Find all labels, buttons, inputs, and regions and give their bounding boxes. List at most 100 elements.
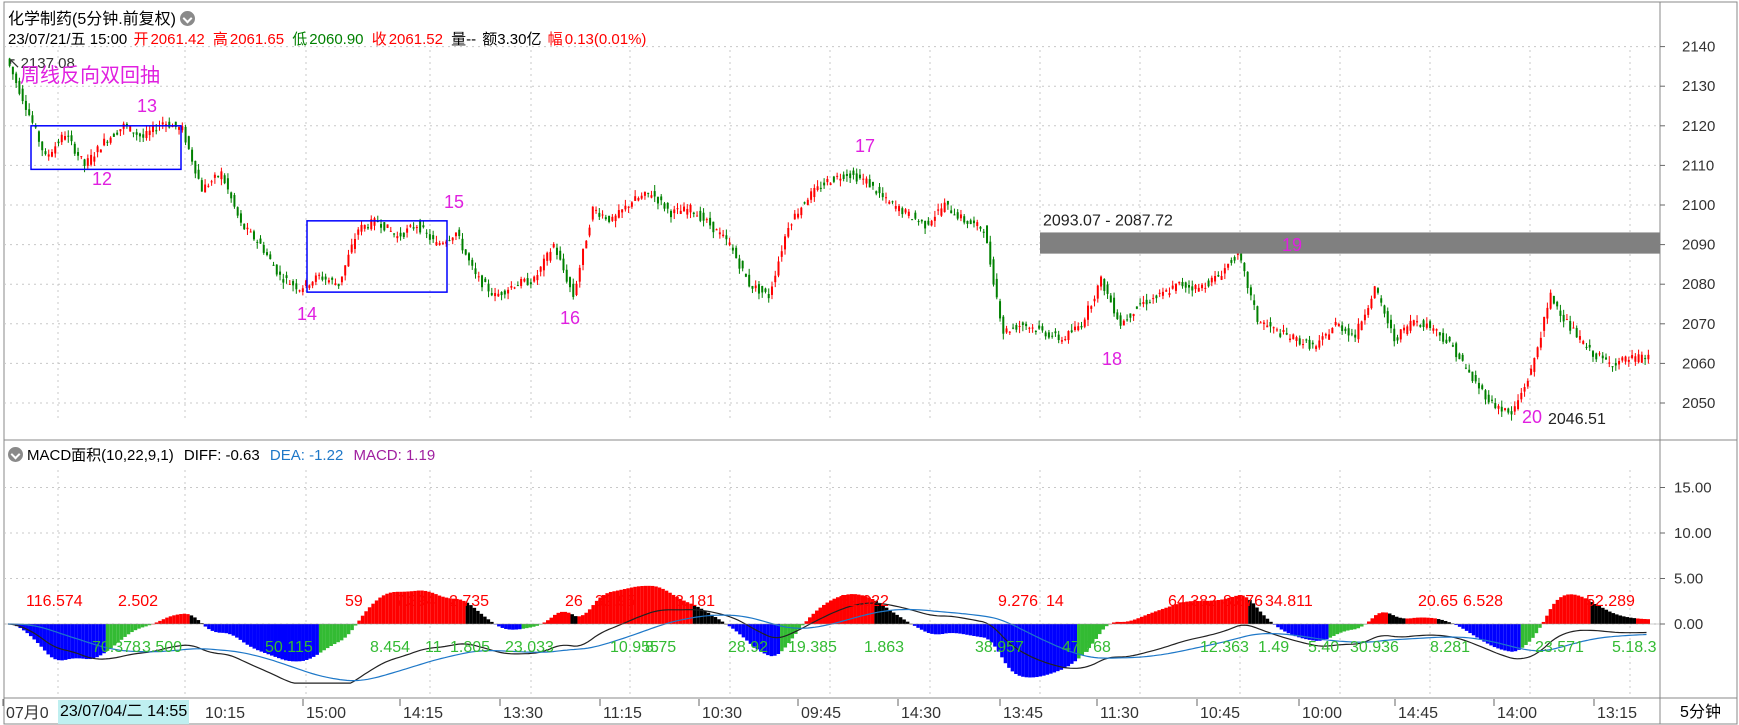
chart-title[interactable]: 化学制药(5分钟.前复权)	[8, 5, 196, 29]
candle-body	[862, 178, 865, 180]
macd-histogram-bar	[1457, 624, 1462, 627]
macd-histogram-bar	[483, 616, 487, 624]
candle-body	[1644, 358, 1647, 360]
candle-body	[1621, 357, 1624, 361]
macd-histogram-bar	[119, 624, 124, 640]
period-selector[interactable]: 5分钟	[1680, 704, 1721, 721]
macd-histogram-bar	[1380, 612, 1385, 624]
candle-body	[676, 208, 679, 210]
candle-body	[738, 258, 741, 269]
candle-body	[1429, 321, 1432, 328]
macd-histogram-bar	[158, 620, 162, 624]
candle-body	[1025, 323, 1028, 327]
candle-body	[28, 109, 31, 116]
candle-body	[878, 186, 881, 194]
macd-histogram-bar	[1010, 624, 1015, 672]
candle-body	[275, 264, 278, 275]
candle-body	[246, 227, 249, 230]
macd-histogram-bar	[1464, 624, 1469, 631]
candle-body	[129, 126, 132, 132]
macd-histogram-bar	[357, 620, 361, 624]
macd-histogram-bar	[1181, 602, 1186, 624]
macd-histogram-bar	[553, 614, 557, 624]
candle-body	[484, 278, 487, 282]
candle-body	[393, 233, 396, 235]
candle-body	[585, 240, 588, 249]
macd-header[interactable]: MACD面积(10,22,9,1) DIFF: -0.63 DEA: -1.22…	[8, 444, 435, 465]
macd-histogram-bar	[1304, 624, 1308, 640]
candle-body	[1093, 298, 1096, 302]
macd-histogram-bar	[1576, 595, 1581, 624]
candle-body	[1279, 333, 1282, 337]
macd-histogram-bar	[207, 624, 211, 630]
key-point-label: 19	[1282, 235, 1302, 255]
candle-body	[562, 258, 565, 271]
candle-body	[849, 173, 852, 179]
macd-histogram-bar	[235, 624, 239, 638]
candle-body	[696, 215, 699, 217]
candle-body	[331, 277, 334, 280]
macd-histogram-bar	[1611, 613, 1616, 624]
candle-body	[1018, 326, 1021, 328]
candle-body	[288, 283, 291, 285]
macd-histogram-bar	[989, 624, 994, 643]
key-point-label: 15	[444, 192, 464, 212]
candle-body	[1165, 290, 1168, 292]
macd-histogram-bar	[322, 624, 326, 651]
macd-histogram-bar	[1360, 624, 1364, 627]
macd-histogram-bar	[1056, 624, 1060, 672]
candle-body	[1259, 322, 1262, 324]
macd-histogram-bar	[1185, 601, 1189, 624]
candle-body	[1311, 342, 1314, 345]
macd-histogram-bar	[1279, 624, 1284, 630]
candle-body	[207, 185, 210, 187]
macd-histogram-bar	[975, 624, 980, 637]
candle-body	[142, 134, 145, 138]
candle-body	[774, 275, 777, 283]
macd-histogram-bar	[350, 624, 354, 631]
macd-histogram-bar	[77, 624, 82, 659]
candle-body	[542, 258, 545, 271]
macd-histogram-bar	[979, 624, 983, 638]
time-axis-label: 14:00	[1497, 705, 1537, 722]
time-axis-label: 14:15	[403, 705, 443, 722]
macd-histogram-bar	[1601, 607, 1605, 624]
candle-body	[464, 249, 467, 255]
macd-histogram-bar	[944, 624, 948, 634]
candle-body	[57, 141, 60, 144]
macd-histogram-bar	[1604, 609, 1609, 624]
candle-body	[1464, 367, 1467, 369]
candle-body	[1409, 320, 1412, 331]
candle-body	[1448, 336, 1451, 342]
candle-body	[90, 154, 93, 165]
macd-histogram-bar	[1408, 618, 1413, 624]
candle-body	[979, 226, 982, 229]
candle-body	[15, 73, 18, 84]
candle-body	[1044, 332, 1047, 337]
candle-body	[963, 216, 966, 223]
macd-histogram-bar	[434, 594, 438, 624]
macd-histogram-bar	[1349, 624, 1354, 630]
candle-body	[380, 224, 383, 228]
candle-body	[865, 178, 868, 184]
candle-body	[1015, 325, 1018, 330]
candle-body	[1145, 299, 1148, 305]
macd-histogram-bar	[598, 597, 602, 624]
price-tick-label: 2050	[1682, 395, 1715, 412]
macd-histogram-bar	[1178, 603, 1182, 624]
macd-histogram-bar	[210, 624, 215, 631]
chevron-down-icon[interactable]	[180, 11, 196, 26]
candle-body	[18, 80, 21, 94]
candle-body	[1543, 316, 1546, 331]
macd-histogram-bar	[1356, 624, 1361, 629]
macd-histogram-bar	[60, 624, 64, 661]
macd-histogram-bar	[640, 586, 644, 624]
candle-body	[1422, 320, 1425, 328]
macd-histogram-bar	[214, 624, 218, 633]
macd-histogram-bar	[1314, 624, 1319, 641]
macd-histogram-bar	[476, 610, 480, 624]
chevron-down-icon[interactable]	[8, 447, 23, 462]
macd-histogram-bar	[734, 624, 739, 632]
macd-histogram-bar	[528, 624, 533, 628]
